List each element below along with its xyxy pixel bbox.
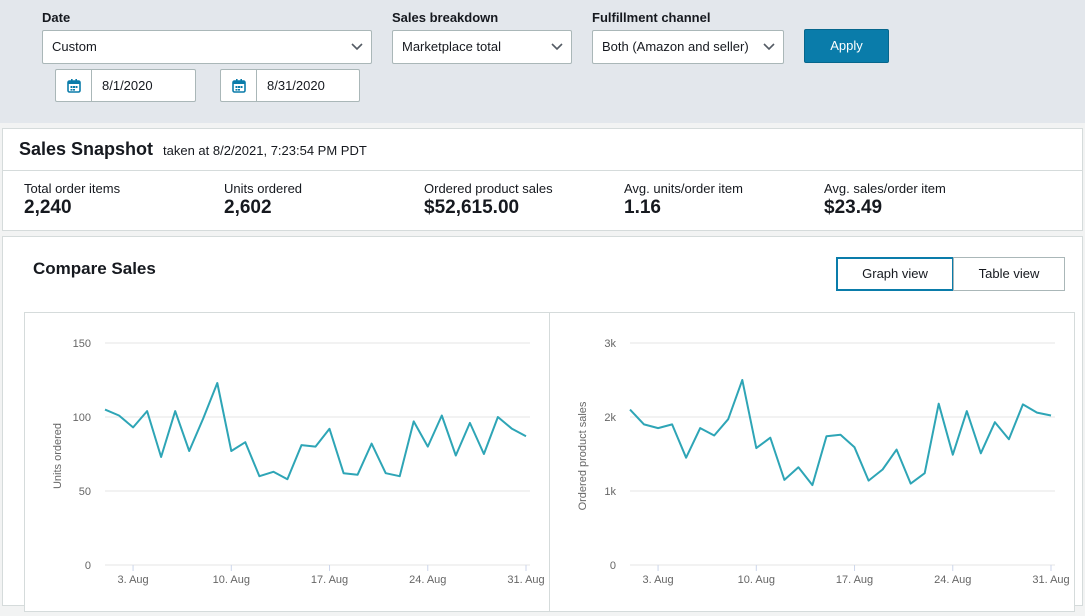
metric-label: Ordered product sales (424, 181, 553, 196)
chevron-down-icon (551, 43, 563, 51)
chevron-down-icon (351, 43, 363, 51)
y-tick-label: 150 (73, 338, 91, 350)
start-date-field[interactable]: 8/1/2020 (55, 69, 196, 102)
graph-view-button[interactable]: Graph view (836, 257, 954, 291)
x-tick-label: 10. Aug (738, 574, 775, 586)
date-range-select[interactable]: Custom (42, 30, 372, 64)
x-tick-label: 24. Aug (409, 574, 446, 586)
y-tick-label: 0 (610, 560, 616, 572)
apply-button[interactable]: Apply (804, 29, 889, 63)
snapshot-title: Sales Snapshot (19, 139, 154, 159)
metric-label: Avg. sales/order item (824, 181, 946, 196)
sales-snapshot-panel: Sales Snapshot taken at 8/2/2021, 7:23:5… (2, 128, 1083, 231)
fulfillment-channel-value: Both (Amazon and seller) (602, 39, 749, 54)
metric-label: Units ordered (224, 181, 303, 196)
sales-breakdown-label: Sales breakdown (392, 10, 499, 25)
y-tick-label: 1k (604, 486, 616, 498)
y-tick-label: 50 (79, 486, 91, 498)
x-tick-label: 24. Aug (934, 574, 971, 586)
metric-label: Avg. units/order item (624, 181, 743, 196)
date-label: Date (42, 10, 71, 25)
x-tick-label: 31. Aug (507, 574, 544, 586)
units-ordered-chart-panel: 0 50 100 150 3. Aug 10. Aug 17. Aug 24. Aug 31. … (24, 312, 550, 612)
x-tick-label: 31. Aug (1032, 574, 1069, 586)
end-date-value: 8/31/2020 (267, 78, 325, 93)
y-tick-label: 100 (73, 412, 91, 424)
filter-bar: Date Custom 8/1/2020 8/31/2020 Sales bre… (0, 0, 1085, 123)
fulfillment-channel-label: Fulfillment channel (592, 10, 711, 25)
x-tick-label: 3. Aug (117, 574, 148, 586)
y-tick-label: 3k (604, 338, 616, 350)
date-range-value: Custom (52, 39, 97, 54)
ordered-product-sales-chart: 0 1k 2k 3k 3. Aug 10. Aug 17. Aug 24. Aug 31. Au… (577, 338, 1070, 586)
metric-avg-sales-per-order-item: Avg. sales/order item $23.49 (824, 181, 946, 219)
metric-value: $23.49 (824, 197, 883, 218)
units-ordered-chart: 0 50 100 150 3. Aug 10. Aug 17. Aug 24. Aug 31. … (52, 338, 545, 586)
ordered-product-sales-chart-panel: 0 1k 2k 3k 3. Aug 10. Aug 17. Aug 24. Aug 31. Au… (549, 312, 1075, 612)
y-tick-label: 0 (85, 560, 91, 572)
series-line[interactable] (629, 379, 1052, 487)
metric-ordered-product-sales: Ordered product sales $52,615.00 (424, 181, 553, 219)
metric-value: 1.16 (624, 197, 661, 218)
y-axis-title: Units ordered (52, 423, 64, 489)
metric-value: 2,240 (24, 197, 72, 218)
x-tick-label: 17. Aug (836, 574, 873, 586)
compare-sales-panel: Compare Sales Graph view Table view 0 50 1… (2, 236, 1083, 612)
y-axis-title: Ordered product sales (577, 401, 589, 510)
metric-label: Total order items (24, 181, 121, 196)
metric-value: $52,615.00 (424, 197, 520, 218)
metric-total-order-items: Total order items 2,240 (24, 181, 120, 219)
table-view-button[interactable]: Table view (953, 257, 1065, 291)
x-tick-label: 3. Aug (642, 574, 673, 586)
metric-units-ordered: Units ordered 2,602 (224, 181, 302, 219)
calendar-icon[interactable] (221, 70, 257, 101)
sales-breakdown-select[interactable]: Marketplace total (392, 30, 572, 64)
compare-sales-title: Compare Sales (33, 259, 156, 278)
y-tick-label: 2k (604, 412, 616, 424)
snapshot-header: Sales Snapshot taken at 8/2/2021, 7:23:5… (3, 129, 1082, 171)
end-date-field[interactable]: 8/31/2020 (220, 69, 360, 102)
metric-value: 2,602 (224, 197, 272, 218)
metric-avg-units-per-order-item: Avg. units/order item 1.16 (624, 181, 743, 219)
chevron-down-icon (763, 43, 775, 51)
sales-breakdown-value: Marketplace total (402, 39, 501, 54)
x-tick-label: 17. Aug (311, 574, 348, 586)
fulfillment-channel-select[interactable]: Both (Amazon and seller) (592, 30, 784, 64)
start-date-value: 8/1/2020 (102, 78, 153, 93)
snapshot-timestamp: taken at 8/2/2021, 7:23:54 PM PDT (163, 143, 367, 158)
series-line[interactable] (104, 382, 527, 481)
calendar-icon[interactable] (56, 70, 92, 101)
x-tick-label: 10. Aug (213, 574, 250, 586)
